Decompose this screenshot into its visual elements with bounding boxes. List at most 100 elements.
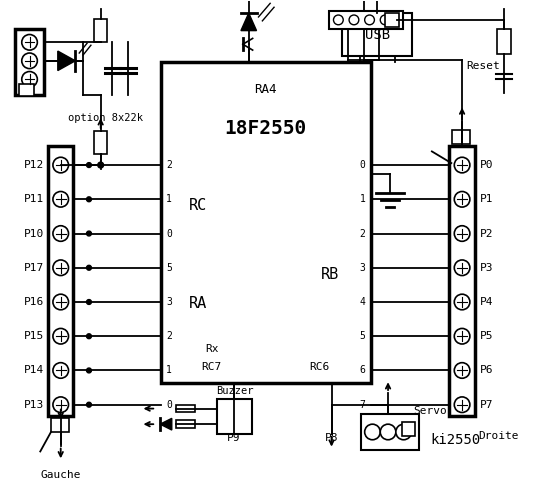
Circle shape <box>53 294 69 310</box>
Circle shape <box>86 402 91 407</box>
Circle shape <box>86 300 91 304</box>
Text: 5: 5 <box>166 263 172 273</box>
Text: Rx: Rx <box>205 344 218 354</box>
Text: P16: P16 <box>24 297 44 307</box>
Circle shape <box>53 328 69 344</box>
Text: RC6: RC6 <box>310 362 330 372</box>
Circle shape <box>98 162 103 168</box>
Circle shape <box>349 15 359 25</box>
Text: 2: 2 <box>360 228 366 239</box>
Bar <box>361 414 419 449</box>
Circle shape <box>53 260 69 276</box>
Text: Droite: Droite <box>479 431 519 441</box>
Circle shape <box>53 192 69 207</box>
Circle shape <box>454 328 470 344</box>
Circle shape <box>454 363 470 378</box>
Bar <box>161 62 371 383</box>
Text: ki2550: ki2550 <box>430 433 481 447</box>
Text: P8: P8 <box>325 433 338 443</box>
Text: RC7: RC7 <box>202 362 222 372</box>
Circle shape <box>364 15 374 25</box>
Circle shape <box>454 226 470 241</box>
Bar <box>94 131 107 155</box>
Text: P13: P13 <box>24 400 44 410</box>
Circle shape <box>86 231 91 236</box>
Text: RA: RA <box>189 296 207 311</box>
Circle shape <box>454 192 470 207</box>
Circle shape <box>86 334 91 339</box>
Bar <box>452 130 470 144</box>
Text: P17: P17 <box>24 263 44 273</box>
Text: RC: RC <box>189 198 207 214</box>
Text: 6: 6 <box>360 365 366 375</box>
Bar <box>385 13 399 27</box>
Polygon shape <box>241 13 257 31</box>
Text: 7: 7 <box>360 400 366 410</box>
Circle shape <box>53 397 69 412</box>
Bar <box>328 11 403 29</box>
Circle shape <box>364 424 380 440</box>
Bar <box>401 422 415 436</box>
Text: RA4: RA4 <box>254 83 276 96</box>
Bar <box>15 29 44 95</box>
Text: P5: P5 <box>479 331 493 341</box>
Circle shape <box>380 424 396 440</box>
Text: P10: P10 <box>24 228 44 239</box>
Text: 2: 2 <box>166 331 172 341</box>
Text: 0: 0 <box>166 228 172 239</box>
Polygon shape <box>58 51 75 71</box>
Text: 18F2550: 18F2550 <box>224 119 306 138</box>
Text: 0: 0 <box>360 160 366 170</box>
Bar <box>94 19 107 42</box>
Text: P1: P1 <box>479 194 493 204</box>
Text: P15: P15 <box>24 331 44 341</box>
Text: P11: P11 <box>24 194 44 204</box>
Bar <box>19 84 34 96</box>
Bar <box>450 145 474 416</box>
Text: RB: RB <box>321 267 339 282</box>
Text: P3: P3 <box>479 263 493 273</box>
Circle shape <box>53 157 69 173</box>
Circle shape <box>22 72 38 87</box>
Text: P2: P2 <box>479 228 493 239</box>
Text: option 8x22k: option 8x22k <box>67 113 143 123</box>
Text: 3: 3 <box>360 263 366 273</box>
Circle shape <box>86 265 91 270</box>
Text: 1: 1 <box>360 194 366 204</box>
Text: P6: P6 <box>479 365 493 375</box>
Text: P9: P9 <box>227 433 241 443</box>
Polygon shape <box>160 419 172 430</box>
Bar <box>48 145 74 416</box>
Bar <box>51 419 69 432</box>
Circle shape <box>86 197 91 202</box>
Text: 1: 1 <box>166 194 172 204</box>
Circle shape <box>380 15 390 25</box>
Circle shape <box>454 260 470 276</box>
Bar <box>497 29 511 54</box>
Text: Buzzer: Buzzer <box>217 386 254 396</box>
Bar <box>176 405 195 412</box>
Circle shape <box>454 294 470 310</box>
Text: P12: P12 <box>24 160 44 170</box>
Text: 4: 4 <box>360 297 366 307</box>
Text: 5: 5 <box>360 331 366 341</box>
Circle shape <box>333 15 343 25</box>
Circle shape <box>53 363 69 378</box>
Bar <box>342 13 413 56</box>
Circle shape <box>454 157 470 173</box>
Text: 2: 2 <box>166 160 172 170</box>
Circle shape <box>22 53 38 69</box>
Circle shape <box>86 368 91 373</box>
Circle shape <box>454 397 470 412</box>
Text: 0: 0 <box>166 400 172 410</box>
Bar <box>217 399 252 434</box>
Text: P0: P0 <box>479 160 493 170</box>
Text: P7: P7 <box>479 400 493 410</box>
Text: P14: P14 <box>24 365 44 375</box>
Text: Gauche: Gauche <box>40 470 81 480</box>
Circle shape <box>396 424 411 440</box>
Circle shape <box>53 226 69 241</box>
Circle shape <box>86 163 91 168</box>
Text: Reset: Reset <box>466 60 500 71</box>
Circle shape <box>22 35 38 50</box>
